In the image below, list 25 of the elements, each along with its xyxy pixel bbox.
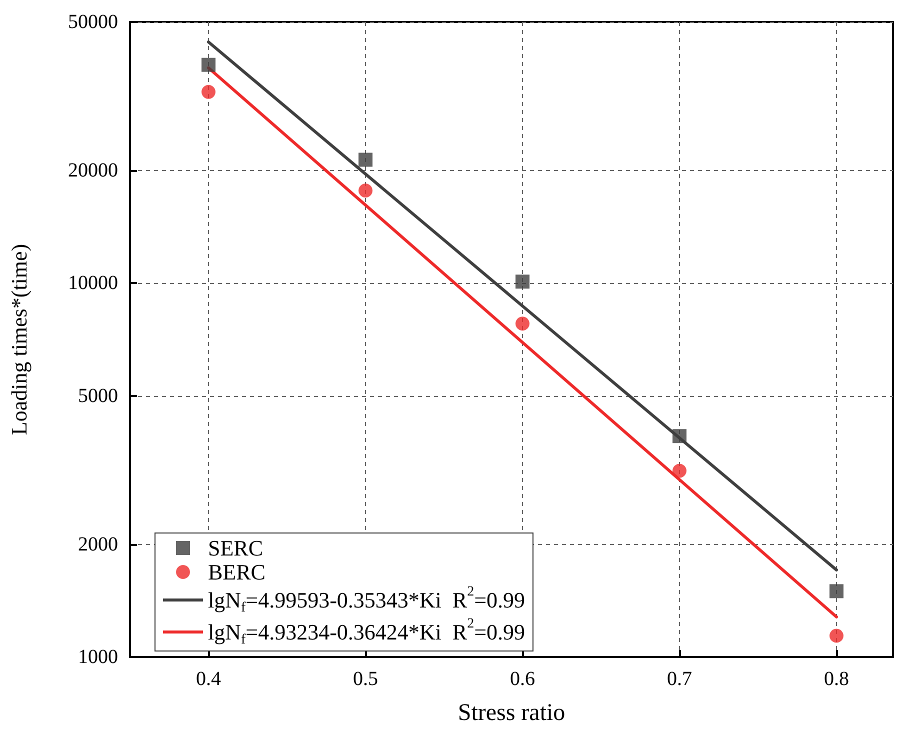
y-tick-label: 20000 — [68, 160, 118, 182]
legend-label: BERC — [208, 560, 266, 584]
y-tick-label: 10000 — [68, 272, 118, 294]
point — [672, 429, 686, 444]
y-tick-label: 50000 — [68, 11, 118, 33]
point — [202, 84, 216, 99]
point — [672, 464, 686, 478]
point — [515, 274, 530, 289]
x-tick-label: 0.7 — [666, 668, 692, 690]
y-tick-label: 1000 — [78, 646, 118, 668]
point — [358, 184, 372, 198]
x-axis-title: Stress ratio — [458, 700, 566, 726]
y-axis-title: Loading times*(time) — [6, 244, 32, 436]
point — [202, 58, 216, 72]
x-tick-label: 0.8 — [824, 668, 849, 690]
point — [516, 316, 530, 331]
point — [829, 584, 844, 598]
legend-label: SERC — [208, 536, 264, 560]
y-tick-label: 2000 — [78, 533, 118, 556]
x-tick-label: 0.5 — [352, 668, 378, 690]
x-tick-label: 0.4 — [196, 668, 221, 690]
x-tick-label: 0.6 — [510, 668, 535, 690]
point — [829, 628, 844, 643]
y-tick-label: 5000 — [78, 384, 118, 407]
point — [358, 152, 372, 167]
